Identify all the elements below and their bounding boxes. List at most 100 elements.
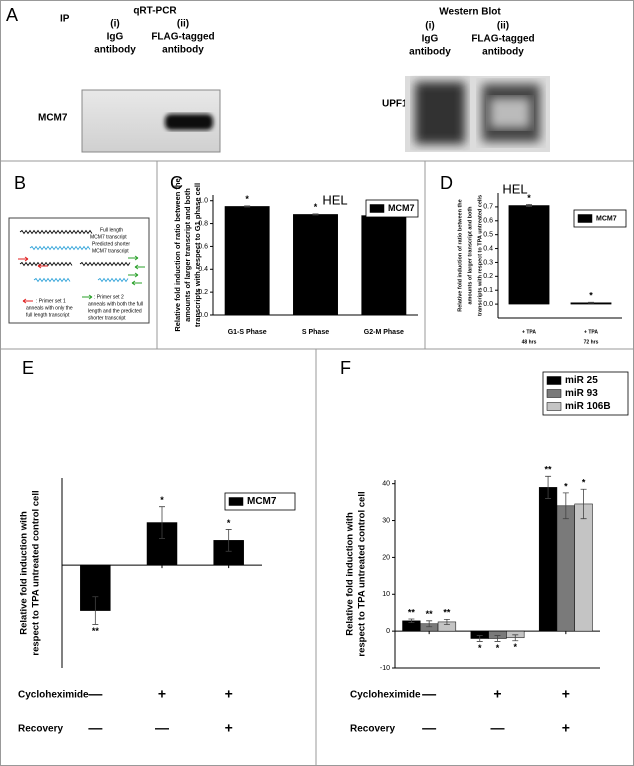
diagram-text: anneals with both the full bbox=[88, 301, 143, 307]
x-tick-note: 48 hrs bbox=[522, 339, 537, 345]
panel-label: A bbox=[6, 5, 18, 25]
condition-mark: — bbox=[422, 720, 436, 736]
y-axis-label: amounts of larger transcript and both bbox=[467, 206, 473, 305]
error-bar bbox=[426, 620, 433, 628]
error-bar bbox=[443, 618, 450, 625]
lane-label: antibody bbox=[482, 47, 524, 58]
y-tick-label: 0.5 bbox=[483, 232, 493, 239]
panel-label: E bbox=[22, 358, 34, 378]
gel-band bbox=[490, 98, 530, 128]
significance-label: ** bbox=[426, 609, 434, 619]
significance-label: ** bbox=[545, 465, 553, 475]
lane-label: antibody bbox=[409, 47, 451, 58]
y-tick-label: 0.0 bbox=[483, 301, 493, 308]
diagram-text: Predicted shorter bbox=[92, 241, 130, 247]
significance-label: * bbox=[527, 193, 531, 203]
x-tick-label: + TPA bbox=[584, 329, 598, 335]
primer-arrow bbox=[82, 294, 93, 300]
y-axis-label: Relative fold induction with bbox=[345, 512, 356, 636]
legend-label: miR 93 bbox=[565, 388, 598, 399]
lane-label: IgG bbox=[107, 32, 124, 43]
y-axis-label: respect to TPA untreated control cell bbox=[357, 491, 368, 656]
x-tick-label: G2-M Phase bbox=[364, 329, 404, 336]
diagram-text: shorter transcript bbox=[88, 315, 126, 321]
y-tick-label: 0.4 bbox=[483, 245, 493, 252]
diagram-text: Full length bbox=[100, 227, 123, 233]
y-axis-label: Relative fold induction with bbox=[19, 511, 30, 635]
error-bar bbox=[408, 618, 415, 624]
gel-band bbox=[165, 114, 213, 130]
error-bar bbox=[159, 506, 165, 539]
significance-label: * bbox=[496, 643, 500, 653]
diagram-text: full length transcript bbox=[26, 312, 70, 318]
diagram-text: : Primer set 1 bbox=[36, 298, 66, 304]
y-tick-label: 0 bbox=[386, 628, 390, 635]
y-axis-label: transcripts with respect to G1 phase cel… bbox=[193, 183, 202, 327]
condition-mark: — bbox=[88, 720, 102, 736]
significance-label: ** bbox=[443, 608, 451, 618]
legend-swatch bbox=[546, 402, 562, 411]
y-tick-label: 0.1 bbox=[483, 287, 493, 294]
lane-label: (i) bbox=[425, 21, 434, 32]
y-tick-label: 30 bbox=[382, 517, 390, 524]
y-tick-label: 0.0 bbox=[198, 312, 208, 319]
primer-arrow bbox=[18, 256, 48, 269]
lane-label: antibody bbox=[94, 45, 136, 56]
row-label: UPF1 bbox=[382, 99, 408, 110]
diagram-text: length and the predicted bbox=[88, 308, 142, 314]
transcript-waves bbox=[19, 229, 131, 283]
condition-mark: + bbox=[562, 720, 570, 736]
error-bar bbox=[580, 488, 587, 520]
y-tick-label: -10 bbox=[380, 665, 390, 672]
panel-label: D bbox=[440, 173, 453, 193]
condition-label: Recovery bbox=[18, 724, 63, 735]
diagram-text: anneals with only the bbox=[26, 305, 73, 311]
legend-swatch bbox=[546, 389, 562, 398]
significance-label: * bbox=[564, 481, 568, 491]
lane-label: FLAG-tagged bbox=[471, 34, 534, 45]
chart-title: HEL bbox=[502, 181, 527, 196]
error-bar bbox=[92, 596, 99, 625]
significance-label: * bbox=[582, 478, 586, 488]
error-bar bbox=[244, 205, 251, 208]
condition-mark: — bbox=[422, 686, 436, 702]
charts: C HEL Relative fold induction of ratio bet… bbox=[18, 173, 629, 736]
x-tick-label: S Phase bbox=[302, 329, 329, 336]
diagram-text: MCM7 transcript bbox=[90, 234, 127, 240]
error-bar bbox=[526, 203, 532, 208]
significance-label: * bbox=[478, 643, 482, 653]
panel-label: B bbox=[14, 173, 26, 193]
x-tick-label: + TPA bbox=[522, 329, 536, 335]
error-bar bbox=[494, 635, 501, 642]
lane-label: (i) bbox=[110, 19, 119, 30]
panel-a: A IP qRT-PCR (i) IgG antibody (ii) FLAG-… bbox=[6, 5, 550, 153]
diagram-box bbox=[8, 217, 150, 324]
y-tick-label: 0.2 bbox=[483, 273, 493, 280]
error-bar bbox=[588, 301, 594, 304]
bar bbox=[508, 205, 550, 305]
significance-label: * bbox=[314, 202, 318, 212]
gel-band bbox=[415, 82, 465, 144]
diagram-text: MCM7 transcript bbox=[92, 248, 129, 254]
x-tick-label: G1-S Phase bbox=[228, 329, 267, 336]
transcript-wave bbox=[97, 277, 129, 283]
legend-label: MCM7 bbox=[596, 215, 617, 222]
condition-mark: — bbox=[155, 720, 169, 736]
y-tick-label: 0.3 bbox=[483, 259, 493, 266]
condition-mark: — bbox=[88, 686, 102, 702]
y-tick-label: 1.0 bbox=[198, 198, 208, 205]
significance-label: ** bbox=[408, 607, 416, 617]
error-bar bbox=[545, 475, 552, 499]
condition-label: Cycloheximide bbox=[18, 690, 89, 701]
bar bbox=[574, 503, 593, 632]
panel-label: F bbox=[340, 358, 351, 378]
method-title: Western Blot bbox=[439, 7, 501, 18]
legend-label: MCM7 bbox=[388, 203, 415, 213]
y-tick-label: 0.8 bbox=[198, 220, 208, 227]
y-axis-label: Relative fold induction of ratio between… bbox=[173, 178, 182, 331]
legend-label: MCM7 bbox=[247, 496, 277, 507]
y-tick-label: 0.6 bbox=[483, 218, 493, 225]
condition-label: Cycloheximide bbox=[350, 690, 421, 701]
y-axis-label: transcripts with respect to TPA untreate… bbox=[477, 195, 483, 316]
